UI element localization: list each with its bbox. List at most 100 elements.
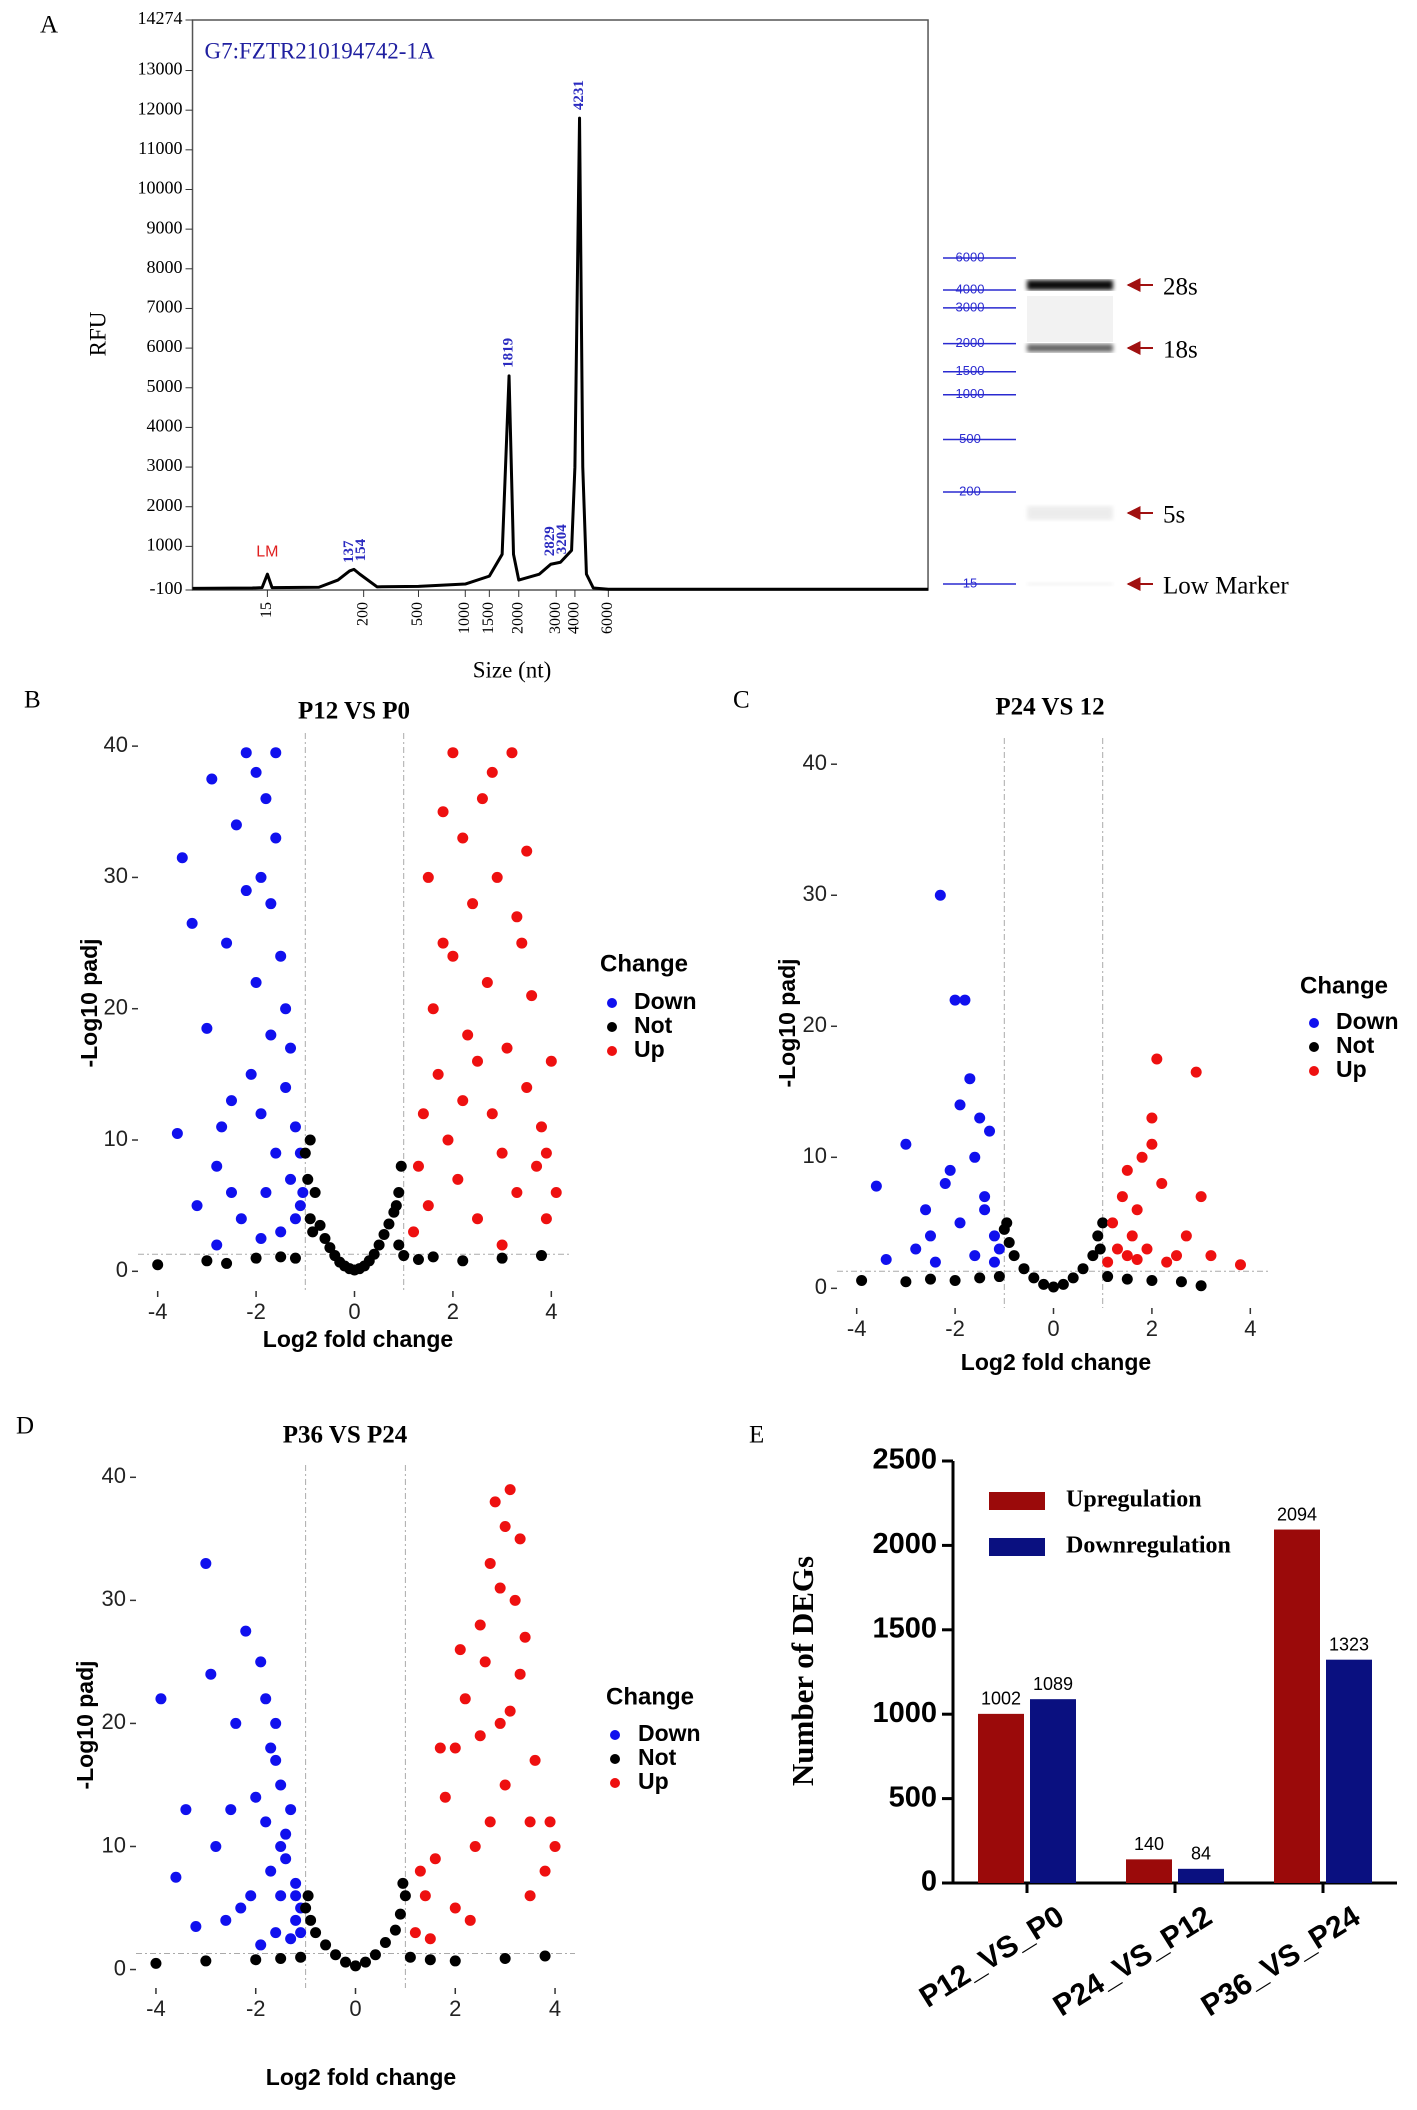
point [1001, 1217, 1013, 1229]
point [297, 1187, 309, 1199]
bar-value-label: 1089 [1033, 1674, 1073, 1694]
point [506, 747, 518, 759]
point [974, 1272, 986, 1284]
point [959, 994, 971, 1006]
point [524, 1816, 536, 1828]
point [1175, 1276, 1187, 1288]
legend-marker [1309, 1066, 1319, 1076]
point [1077, 1263, 1089, 1275]
y-tick-label: 40 [104, 732, 128, 757]
point [880, 1254, 892, 1266]
point [324, 1242, 336, 1254]
point [496, 1252, 508, 1264]
y-tick-label: 0 [815, 1274, 827, 1299]
point [422, 871, 434, 883]
y-tick-label: 0 [116, 1257, 128, 1282]
point [417, 1108, 429, 1120]
bar [978, 1713, 1024, 1883]
point [457, 1095, 469, 1107]
x-axis-title: Size (nt) [473, 657, 552, 682]
point [1131, 1254, 1143, 1266]
point [979, 1204, 991, 1216]
point [1092, 1230, 1104, 1242]
point [275, 1840, 287, 1852]
point [427, 1003, 439, 1015]
point [350, 1960, 361, 1972]
legend-label: Up [1336, 1056, 1367, 1082]
y-tick-label: 20 [102, 1709, 126, 1734]
ladder-label: 15 [963, 575, 977, 590]
point [1131, 1204, 1143, 1216]
point [509, 1594, 521, 1606]
y-tick-label: 2000 [147, 495, 183, 515]
panel-letter: B [24, 687, 41, 714]
point [170, 1871, 182, 1883]
point [491, 871, 503, 883]
legend-marker [610, 1730, 620, 1740]
bar [1178, 1868, 1224, 1883]
x-tick-label: 0 [348, 1299, 360, 1324]
gel-band [1027, 344, 1113, 352]
point [300, 1902, 312, 1914]
point [310, 1927, 322, 1939]
y-tick-label: 30 [102, 1586, 126, 1611]
point [1141, 1243, 1153, 1255]
point [496, 1239, 508, 1251]
y-tick-label: 2000 [872, 1528, 937, 1560]
point [200, 1955, 212, 1967]
point [285, 1933, 297, 1945]
point [479, 1656, 491, 1668]
point [988, 1256, 1000, 1268]
ladder-label: 1500 [956, 363, 985, 378]
x-tick-label: -2 [246, 1996, 266, 2021]
point [152, 1259, 164, 1271]
x-axis-title: Log2 fold change [961, 1349, 1151, 1375]
point [1136, 1151, 1148, 1163]
y-tick-label: 7000 [147, 297, 183, 317]
x-tick-label: 1000 [456, 602, 473, 634]
y-tick-label: 40 [102, 1463, 126, 1488]
point [1094, 1243, 1106, 1255]
point [180, 1804, 192, 1816]
point [526, 990, 538, 1002]
ladder-label: 500 [959, 431, 981, 446]
point [408, 1226, 420, 1238]
point [1067, 1272, 1079, 1284]
point [210, 1840, 222, 1852]
point [535, 1121, 547, 1133]
point [964, 1073, 976, 1085]
peak-label: 1819 [500, 338, 516, 368]
point [434, 1742, 446, 1754]
y-tick-label: 5000 [147, 376, 183, 396]
legend-title: Change [606, 1683, 694, 1710]
point [340, 1956, 352, 1968]
point [427, 1251, 439, 1263]
point [484, 1816, 496, 1828]
panel-letter: D [16, 1413, 34, 1440]
point [255, 1939, 267, 1951]
point [514, 1668, 526, 1680]
point [535, 1250, 547, 1262]
gel-band [1027, 280, 1113, 290]
point [1008, 1250, 1020, 1262]
x-axis-title: Log2 fold change [263, 1326, 453, 1352]
bar [1326, 1659, 1372, 1883]
legend-label: Up [638, 1768, 669, 1794]
point [516, 937, 528, 949]
point [186, 917, 198, 929]
point [250, 1791, 262, 1803]
legend-swatch [989, 1538, 1045, 1556]
y-tick-label: 10 [102, 1832, 126, 1857]
legend-title: Change [600, 950, 688, 977]
point [457, 1255, 469, 1267]
ladder-label: 3000 [956, 299, 985, 314]
point [954, 1217, 966, 1229]
point [454, 1644, 466, 1656]
point [1126, 1230, 1138, 1242]
point [1038, 1278, 1050, 1290]
y-axis-title: Number of DEGs [785, 1556, 820, 1786]
point [1234, 1259, 1246, 1271]
point [191, 1200, 203, 1212]
x-tick-label: 0 [349, 1996, 361, 2021]
